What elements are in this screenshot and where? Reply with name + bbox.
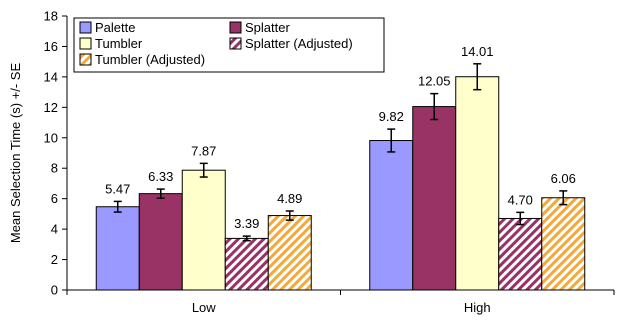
legend-swatch <box>79 37 92 50</box>
legend: Palette Splatter Tumbler Splatter (Adjusted… <box>73 17 385 73</box>
data-label: 7.87 <box>191 143 216 158</box>
bar <box>541 197 586 291</box>
legend-swatch <box>79 53 92 66</box>
y-tick-label: 4 <box>51 222 58 237</box>
bar <box>369 140 414 291</box>
data-label: 4.70 <box>508 192 533 207</box>
data-label: 6.33 <box>148 169 173 184</box>
y-tick-label: 8 <box>51 161 58 176</box>
bar <box>267 215 312 291</box>
legend-label: Splatter (Adjusted) <box>245 36 353 51</box>
y-tick-label: 6 <box>51 191 58 206</box>
y-tick-label: 12 <box>44 100 58 115</box>
bars: 5.47 6.33 7.87 3.39 4.89 9.82 12.05 14.01 4.70 6.… <box>95 44 586 291</box>
y-tick-label: 18 <box>44 9 58 24</box>
y-tick-label: 16 <box>44 39 58 54</box>
legend-label: Splatter <box>245 20 290 35</box>
bar <box>138 193 183 291</box>
data-label: 12.05 <box>418 74 451 89</box>
x-category-label: High <box>464 300 491 315</box>
data-label: 6.06 <box>551 171 576 186</box>
legend-swatch <box>229 37 242 50</box>
y-tick-label: 10 <box>44 130 58 145</box>
bar <box>95 206 140 291</box>
legend-label: Palette <box>95 20 135 35</box>
x-category-label: Low <box>192 300 216 315</box>
bar <box>412 106 457 291</box>
data-label: 5.47 <box>105 181 130 196</box>
y-tick-label: 0 <box>51 283 58 298</box>
data-label: 14.01 <box>461 44 494 59</box>
legend-swatch <box>79 21 92 34</box>
legend-box <box>73 17 385 73</box>
y-axis: 0 2 4 6 8 10 12 14 16 18 <box>44 9 68 298</box>
legend-label: Tumbler (Adjusted) <box>95 52 205 67</box>
bar <box>224 237 269 291</box>
legend-swatch <box>229 21 242 34</box>
y-tick-label: 2 <box>51 252 58 267</box>
y-tick-label: 14 <box>44 69 58 84</box>
y-axis-title: Mean Selection Time (s) +/- SE <box>8 63 23 244</box>
bar <box>181 169 226 291</box>
legend-label: Tumbler <box>95 36 143 51</box>
data-label: 3.39 <box>234 216 259 231</box>
x-axis: Low High <box>66 289 615 315</box>
bar <box>455 76 500 291</box>
data-label: 4.89 <box>277 191 302 206</box>
bar <box>498 217 543 291</box>
data-label: 9.82 <box>379 109 404 124</box>
